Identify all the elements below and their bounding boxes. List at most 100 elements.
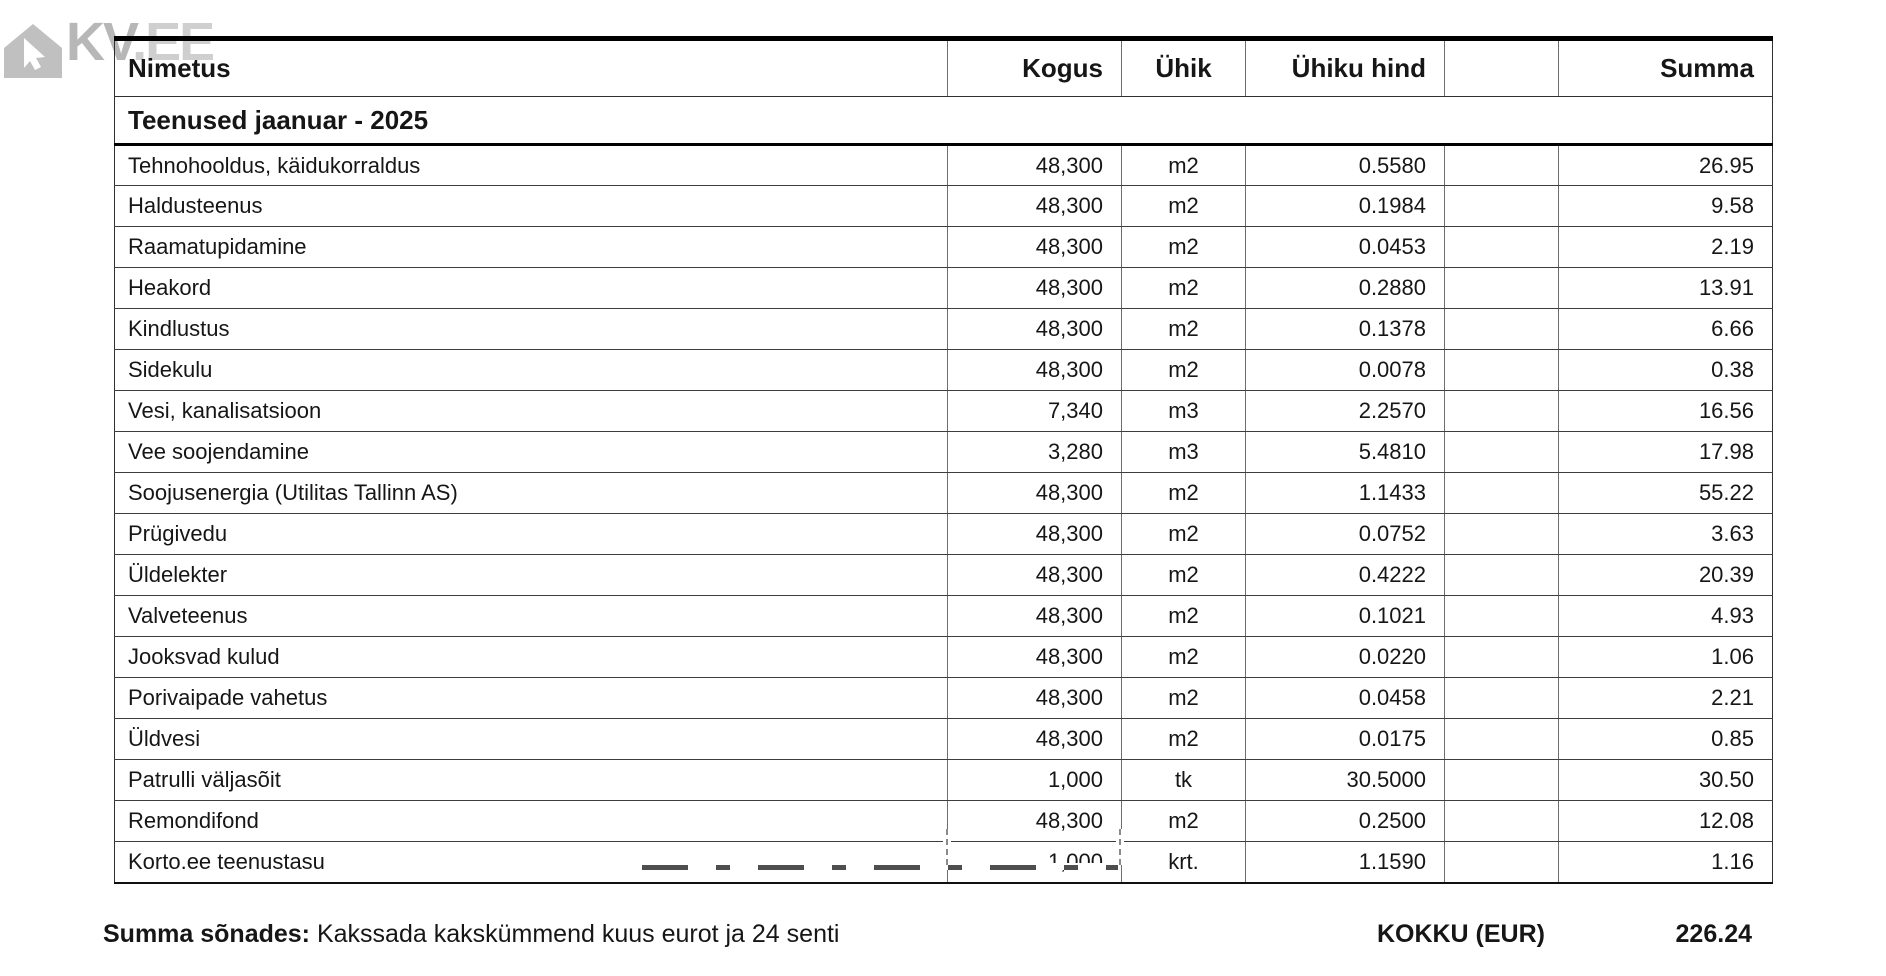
blank-cell [1444,349,1559,391]
section-title-row: Teenused jaanuar - 2025 [114,96,1773,146]
blank-cell [1444,144,1559,186]
watermark-dashed-border [946,829,948,865]
watermark-dash-line [642,865,1118,870]
unit-cell: m2 [1121,472,1246,514]
blank-cell [1444,677,1559,719]
table-row: Vee soojendamine 3,280 m3 5.4810 17.98 [114,431,1773,473]
total-label: KOKKU (EUR) [1376,920,1545,948]
sum-cell: 9.58 [1558,185,1773,227]
unit-cell: m2 [1121,226,1246,268]
unit-price-cell: 1.1590 [1245,841,1445,883]
service-name-cell: Jooksvad kulud [114,636,948,678]
service-name-cell: Vee soojendamine [114,431,948,473]
amount-in-words-text: Kakssada kakskümmend kuus eurot ja 24 se… [316,920,840,948]
service-name-cell: Prügivedu [114,513,948,555]
sum-cell: 1.06 [1558,636,1773,678]
table-row: Remondifond 48,300 m2 0.2500 12.08 [114,800,1773,842]
service-name-cell: Valveteenus [114,595,948,637]
service-name-cell: Porivaipade vahetus [114,677,948,719]
invoice-table: Nimetus Kogus Ühik Ühiku hind Summa Teen… [114,36,1773,884]
col-header-blank [1444,38,1559,97]
sum-cell: 2.19 [1558,226,1773,268]
unit-cell: tk [1121,759,1246,801]
table-row: Raamatupidamine 48,300 m2 0.0453 2.19 [114,226,1773,268]
col-header-nimetus: Nimetus [114,38,948,97]
unit-price-cell: 0.2880 [1245,267,1445,309]
watermark-white-patch [1030,829,1046,840]
unit-cell: m2 [1121,267,1246,309]
section-title: Teenused jaanuar - 2025 [114,96,1773,146]
unit-cell: m3 [1121,390,1246,432]
sum-cell: 13.91 [1558,267,1773,309]
unit-cell: m2 [1121,308,1246,350]
table-row: Soojusenergia (Utilitas Tallinn AS) 48,3… [114,472,1773,514]
table-row: Kindlustus 48,300 m2 0.1378 6.66 [114,308,1773,350]
unit-cell: m2 [1121,636,1246,678]
col-header-kogus: Kogus [947,38,1122,97]
sum-cell: 55.22 [1558,472,1773,514]
total-value: 226.24 [1675,920,1752,948]
unit-price-cell: 0.0453 [1245,226,1445,268]
col-header-summa: Summa [1558,38,1773,97]
quantity-cell: 48,300 [947,513,1122,555]
blank-cell [1444,718,1559,760]
unit-price-cell: 0.0078 [1245,349,1445,391]
col-header-uhiku-hind: Ühiku hind [1245,38,1445,97]
unit-price-cell: 5.4810 [1245,431,1445,473]
table-row: Üldvesi 48,300 m2 0.0175 0.85 [114,718,1773,760]
sum-cell: 1.16 [1558,841,1773,883]
amount-in-words-label: Summa sõnades: [103,920,311,948]
service-name-cell: Vesi, kanalisatsioon [114,390,948,432]
sum-cell: 2.21 [1558,677,1773,719]
sum-cell: 16.56 [1558,390,1773,432]
quantity-cell: 48,300 [947,226,1122,268]
blank-cell [1444,185,1559,227]
unit-price-cell: 0.5580 [1245,144,1445,186]
sum-cell: 0.38 [1558,349,1773,391]
unit-price-cell: 0.4222 [1245,554,1445,596]
table-row: Patrulli väljasõit 1,000 tk 30.5000 30.5… [114,759,1773,801]
unit-cell: krt. [1121,841,1246,883]
sum-cell: 0.85 [1558,718,1773,760]
quantity-cell: 1,000 [947,841,1122,883]
sum-cell: 12.08 [1558,800,1773,842]
blank-cell [1444,636,1559,678]
unit-cell: m2 [1121,800,1246,842]
blank-cell [1444,595,1559,637]
quantity-cell: 1,000 [947,759,1122,801]
unit-price-cell: 0.0752 [1245,513,1445,555]
service-name-cell: Tehnohooldus, käidukorraldus [114,144,948,186]
quantity-cell: 48,300 [947,554,1122,596]
unit-price-cell: 0.0175 [1245,718,1445,760]
quantity-cell: 48,300 [947,308,1122,350]
house-cursor-icon [4,18,62,78]
quantity-cell: 48,300 [947,144,1122,186]
table-row: Üldelekter 48,300 m2 0.4222 20.39 [114,554,1773,596]
service-name-cell: Üldelekter [114,554,948,596]
table-row: Korto.ee teenustasu 1,000 krt. 1.1590 1.… [115,841,1773,883]
blank-cell [1444,800,1559,842]
blank-cell [1444,431,1559,473]
quantity-cell: 48,300 [947,267,1122,309]
blank-cell [1444,390,1559,432]
unit-price-cell: 0.1021 [1245,595,1445,637]
blank-cell [1444,472,1559,514]
table-row: Jooksvad kulud 48,300 m2 0.0220 1.06 [114,636,1773,678]
quantity-cell: 48,300 [947,349,1122,391]
blank-cell [1444,513,1559,555]
unit-cell: m2 [1121,595,1246,637]
unit-price-cell: 0.0220 [1245,636,1445,678]
service-name-cell: Kindlustus [114,308,948,350]
unit-price-cell: 2.2570 [1245,390,1445,432]
quantity-cell: 48,300 [947,800,1122,842]
blank-cell [1444,267,1559,309]
quantity-cell: 48,300 [947,185,1122,227]
sum-cell: 4.93 [1558,595,1773,637]
table-header-row: Nimetus Kogus Ühik Ühiku hind Summa [114,38,1773,97]
service-name-cell: Raamatupidamine [114,226,948,268]
unit-cell: m2 [1121,185,1246,227]
unit-cell: m2 [1121,144,1246,186]
service-name-cell: Korto.ee teenustasu [128,848,325,874]
table-row: Porivaipade vahetus 48,300 m2 0.0458 2.2… [114,677,1773,719]
